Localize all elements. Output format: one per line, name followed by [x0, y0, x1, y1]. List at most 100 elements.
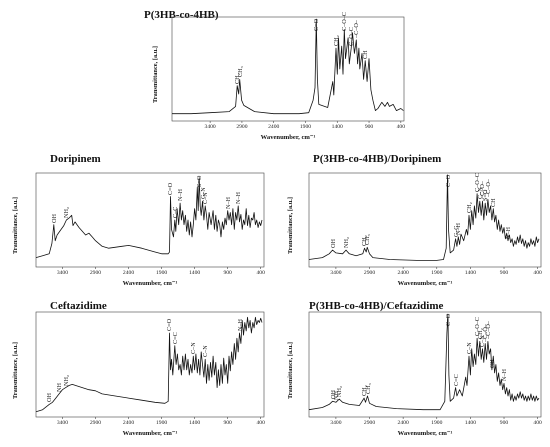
chart-title: P(3HB-co-4HB)/Doripinem [313, 153, 442, 165]
x-tick-label: 2400 [122, 420, 135, 426]
x-tick-label: 2900 [363, 270, 376, 276]
peak-annotation: CH [362, 50, 370, 59]
x-tick-label: 400 [533, 270, 542, 276]
x-tick-label: 900 [499, 270, 509, 276]
x-tick-label: 3400 [330, 270, 342, 276]
peak-annotation: NH₂ [342, 236, 350, 249]
peak-annotation: C–N [202, 192, 210, 204]
x-tick-label: 1400 [464, 270, 476, 276]
spectrum-line [35, 177, 263, 258]
spectrum-plot [35, 311, 265, 419]
peak-annotation: CH₂ [332, 35, 340, 47]
peak-annotation: C=O [166, 318, 174, 331]
chart-title: P(3HB-co-4HB)/Ceftazidime [309, 300, 444, 312]
plot-frame [35, 172, 265, 268]
peak-annotation: C–N [466, 342, 474, 355]
peak-annotation: –C–O– [484, 179, 492, 198]
peak-annotation: CH₃ [364, 234, 372, 246]
x-tick-label: 400 [256, 270, 265, 276]
x-axis-label: Wavenumber, cm⁻¹ [397, 430, 453, 437]
peak-annotation: N–H [236, 318, 244, 331]
peak-annotation: C=O [313, 18, 321, 31]
x-tick-label: 400 [533, 420, 542, 426]
x-tick-label: 900 [364, 124, 374, 130]
plot-frame [308, 311, 542, 418]
x-tick-label: 1900 [155, 270, 168, 276]
panel-ceftazidime: Ceftazidime 3400 2900 2400 1900 1400 900 400 Wav… [2, 294, 270, 444]
x-tick-label: 1900 [431, 420, 443, 426]
x-tick-label: 3400 [330, 420, 342, 426]
peak-annotation: N–H [177, 189, 185, 202]
x-tick-label: 1400 [331, 124, 343, 130]
peak-annotation: S=O [196, 175, 204, 187]
panel-p3hb-doripenem: P(3HB-co-4HB)/Doripinem 3400 2900 2400 1900 1… [279, 147, 548, 289]
peak-annotation: N–H [501, 369, 508, 382]
peak-annotation: C=C [171, 331, 179, 344]
x-tick-label: 2900 [236, 124, 248, 130]
spectrum-line [35, 316, 263, 413]
peak-annotation: –C–O– [353, 19, 361, 38]
peak-annotation: N–H [235, 191, 243, 204]
peak-annotation: C=O [444, 313, 452, 326]
x-tick-label: 2900 [89, 420, 102, 426]
panel-doripenem: Doripinem 3400 2900 2400 1900 1400 900 400 Waven… [2, 147, 270, 289]
plot-frame [171, 16, 405, 122]
y-axis-label: Transmittance, [a.u.] [12, 196, 19, 254]
peak-annotation: NH₂ [336, 386, 344, 398]
spectrum-line [308, 313, 540, 411]
peak-annotation: CH₂ [466, 202, 474, 214]
peak-annotation: OH [50, 213, 58, 223]
peak-annotation: N–H [224, 196, 232, 209]
peak-annotation: C=C [452, 373, 460, 386]
chart-title: P(3HB-co-4HB) [144, 9, 219, 21]
peak-annotation: OH [46, 393, 54, 403]
peak-annotation: N–H [455, 222, 463, 235]
spectrum-plot [171, 16, 405, 123]
peak-annotation: C–C [171, 206, 179, 218]
spectrum-line [308, 174, 540, 261]
peak-annotation: C–N [202, 345, 210, 358]
chart-title: Doripinem [50, 153, 101, 165]
panel-p3hb-ceftazidime: P(3HB-co-4HB)/Ceftazidime 3400 2900 2400 190… [279, 294, 548, 444]
x-tick-label: 1900 [299, 124, 312, 130]
x-tick-label: 1400 [464, 420, 476, 426]
spectrum-plot [35, 172, 265, 269]
y-axis-label: Transmittance, [a.u.] [287, 196, 294, 254]
spectrum-plot [308, 172, 542, 269]
peak-annotation: C=O [444, 174, 452, 187]
x-tick-label: 1400 [189, 270, 201, 276]
peak-annotation: C–N [190, 342, 198, 355]
plot-frame [308, 172, 542, 268]
x-tick-label: 1900 [155, 420, 168, 426]
x-tick-label: 400 [256, 420, 265, 426]
x-axis-label: Wavenumber, cm⁻¹ [260, 134, 316, 141]
x-tick-label: 3400 [56, 270, 69, 276]
peak-annotation: CH₃ [364, 383, 372, 394]
peak-annotation: CH [488, 359, 496, 368]
x-tick-label: 1900 [431, 270, 443, 276]
peak-annotation: –C–O– [484, 321, 492, 340]
x-tick-label: 2400 [397, 270, 409, 276]
peak-annotation: NH₂ [63, 206, 71, 218]
peak-annotation: C=O [167, 182, 175, 195]
y-axis-label: Transmittance, [a.u.] [12, 341, 19, 399]
x-tick-label: 900 [499, 420, 509, 426]
x-axis-label: Wavenumber, cm⁻¹ [397, 280, 453, 287]
panel-p3hb: P(3HB-co-4HB) 3400 2900 2400 1900 1400 900 400 W… [138, 3, 408, 146]
peak-annotation: CH₃ [236, 66, 244, 78]
peak-annotation: OH [329, 239, 337, 249]
x-tick-label: 900 [223, 420, 232, 426]
x-tick-label: 2400 [122, 270, 135, 276]
x-tick-label: 2400 [268, 124, 280, 130]
x-tick-label: 2900 [363, 420, 376, 426]
x-tick-label: 900 [223, 270, 232, 276]
y-axis-label: Transmittance, [a.u.] [152, 45, 159, 103]
peak-annotation: CH [490, 198, 498, 207]
x-axis-label: Wavenumber, cm⁻¹ [122, 280, 178, 287]
peak-annotation: N–H [505, 226, 513, 239]
x-axis-label: Wavenumber, cm⁻¹ [122, 430, 178, 437]
x-tick-label: 1400 [189, 420, 201, 426]
chart-title: Ceftazidime [50, 300, 107, 312]
plot-frame [35, 311, 265, 418]
